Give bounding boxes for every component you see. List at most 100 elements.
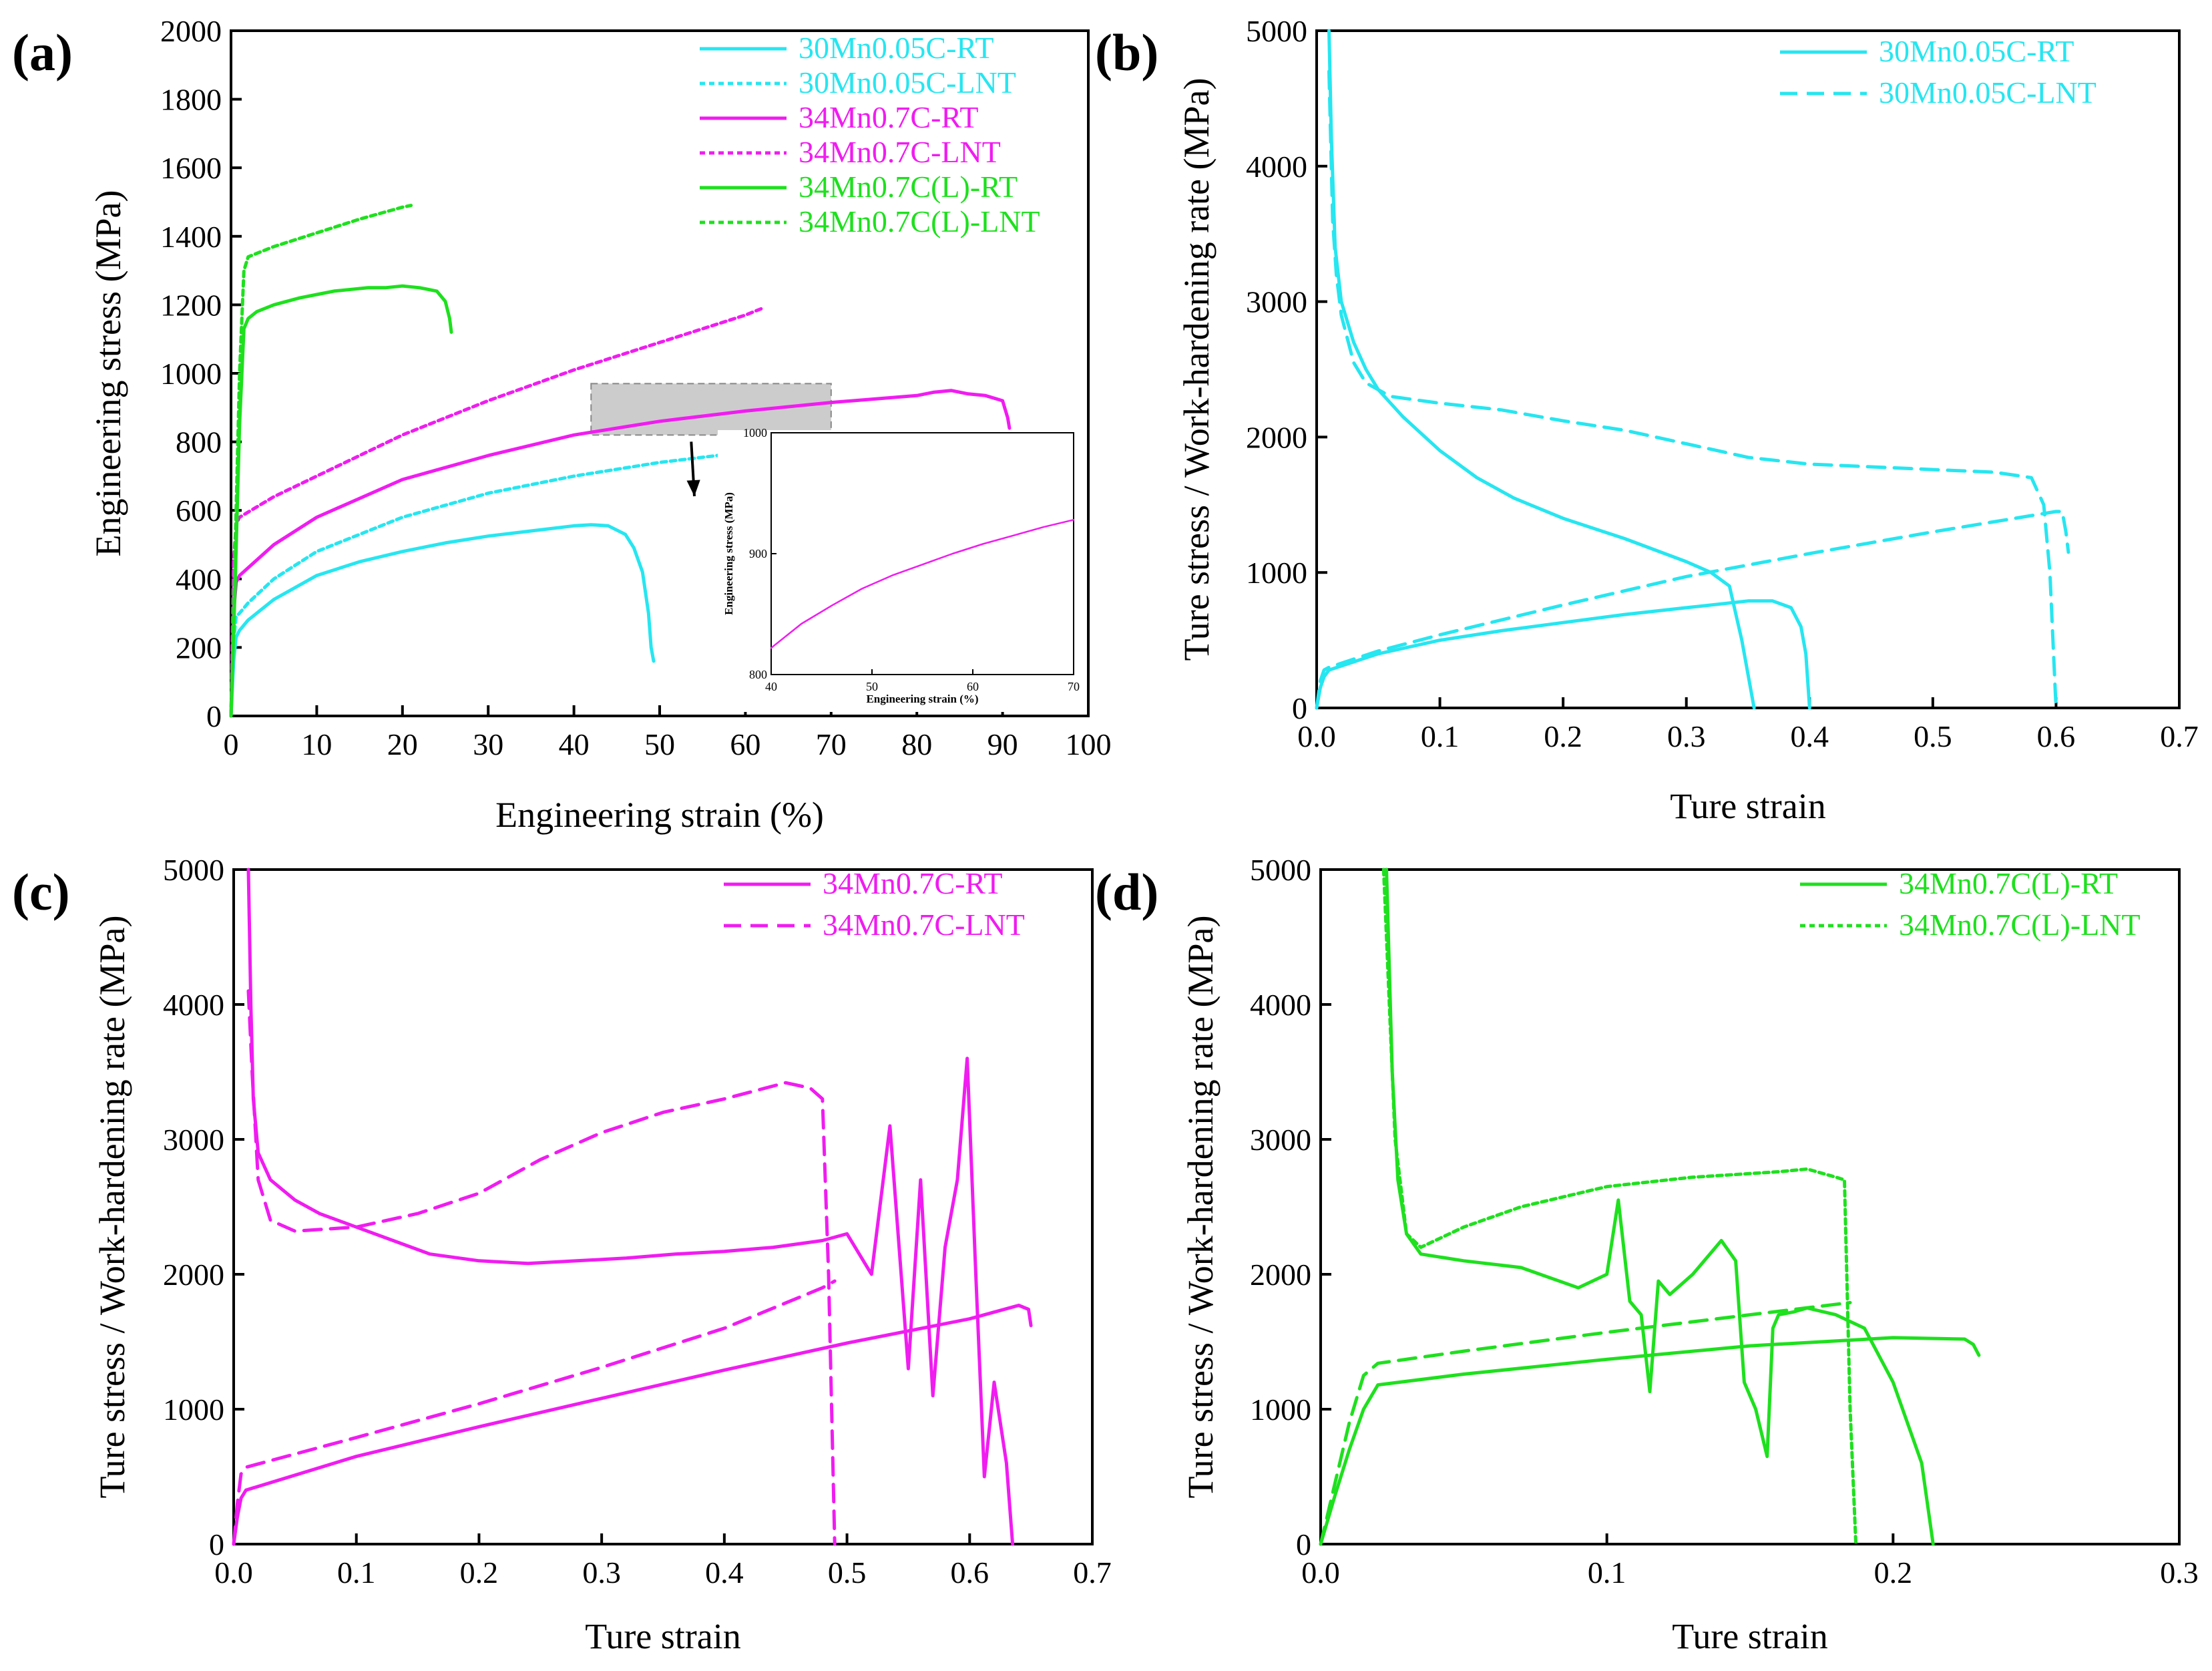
legend-label: 34Mn0.7C-LNT — [799, 135, 1001, 169]
y-tick-label: 2000 — [163, 1258, 224, 1292]
x-axis-title: Engineering strain (%) — [495, 795, 824, 835]
series-line-34mn0-7c-rt — [229, 389, 1012, 718]
x-tick-label: 80 — [901, 727, 932, 761]
series-line-34mn0-7c-l-rt — [229, 284, 453, 718]
x-tick-label: 0.3 — [582, 1555, 621, 1590]
x-tick-label: 0.4 — [705, 1555, 744, 1590]
x-tick-label: 0.2 — [1874, 1555, 1913, 1590]
panel-d-axes: 0.0 0.1 0.2 0.3 0 1000 2000 3000 4000 5000 — [1250, 853, 2199, 1590]
x-tick-label: 0.3 — [1667, 719, 1706, 753]
y-tick-label: 600 — [176, 494, 222, 528]
series-line-30mn0-05c-rt — [1327, 29, 1756, 710]
legend-label: 30Mn0.05C-RT — [799, 31, 993, 65]
x-tick-label: 70 — [816, 727, 847, 761]
x-axis-title: Ture strain — [585, 1616, 741, 1656]
series-line-34mn0-7c-l-rt — [1385, 868, 1935, 1546]
x-tick-label: 50 — [644, 727, 675, 761]
x-tick-label: 90 — [987, 727, 1018, 761]
legend-label: 34Mn0.7C(L)-LNT — [1899, 908, 2141, 942]
y-tick-label: 800 — [749, 668, 767, 681]
legend-label: 34Mn0.7C-LNT — [823, 908, 1025, 942]
panel-a-axes: 0 10 20 30 40 50 60 70 80 90 100020040060080010001… — [160, 14, 1112, 761]
x-tick-label: 0.7 — [1073, 1555, 1112, 1590]
y-tick-label: 200 — [176, 630, 222, 665]
x-tick-label: 40 — [559, 727, 590, 761]
panel-b-axes: 0.0 0.1 0.2 0.3 0.4 0.5 0.6 0.7 0 1000 2000 3000 400… — [1246, 14, 2199, 753]
x-tick-label: 10 — [301, 727, 332, 761]
legend-label: 30Mn0.05C-LNT — [799, 65, 1016, 100]
y-tick-label: 1000 — [1250, 1392, 1311, 1427]
x-tick-label: 60 — [730, 727, 760, 761]
series-line-34mn0-7c-l-lnt — [229, 204, 413, 718]
series-line-34mn0-7c-lnt-true-stress — [232, 1279, 837, 1546]
y-tick-label: 1600 — [160, 151, 222, 185]
y-axis-title: Ture stress / Work-hardening rate (MPa) — [1180, 916, 1221, 1499]
legend-a: 30Mn0.05C-RT30Mn0.05C-LNT34Mn0.7C-RT34Mn… — [700, 31, 1040, 238]
legend-label: 34Mn0.7C-RT — [799, 100, 978, 134]
legend-label: 34Mn0.7C(L)-LNT — [799, 204, 1040, 238]
y-tick-label: 1000 — [163, 1392, 224, 1427]
series-line-34mn0-7c-rt — [770, 519, 1075, 649]
y-axis-title: Engineering stress (MPa) — [88, 190, 128, 557]
series-line-34mn0-7c-rt-true-stress — [232, 1304, 1033, 1546]
y-tick-label: 400 — [176, 562, 222, 596]
x-tick-label: 0.1 — [1421, 719, 1460, 753]
panel-c-frame — [232, 868, 1094, 1545]
y-tick-label: 1000 — [743, 426, 767, 439]
y-tick-label: 800 — [176, 425, 222, 459]
legend-label: 34Mn0.7C-RT — [823, 866, 1002, 900]
y-tick-label: 1800 — [160, 83, 222, 117]
legend-b: 30Mn0.05C-RT 30Mn0.05C-LNT — [1780, 34, 2096, 110]
series-line-30mn0-05c-rt-true-stress — [1315, 599, 1811, 710]
x-tick-label: 0.7 — [2160, 719, 2199, 753]
inset-y-axis-title: Engineering stress (MPa) — [722, 492, 735, 615]
x-tick-label: 0.0 — [214, 1555, 253, 1590]
series-line-34mn0-7c-lnt — [229, 307, 764, 718]
y-tick-label: 3000 — [1246, 285, 1307, 319]
series-line-34mn0-7c-lnt — [246, 989, 837, 1546]
legend-label: 34Mn0.7C(L)-RT — [1899, 866, 2118, 900]
y-tick-label: 3000 — [163, 1123, 224, 1157]
y-tick-label: 5000 — [163, 853, 224, 887]
series-line-34mn0-7c-rt — [246, 868, 1015, 1546]
panel-label: (d) — [1095, 863, 1158, 921]
panel-a-inset-axes: 40 50 60 70 800 900 1000 — [743, 426, 1080, 693]
panel-label: (c) — [12, 863, 70, 921]
x-tick-label: 40 — [765, 680, 777, 693]
y-tick-label: 1000 — [1246, 556, 1307, 590]
y-tick-label: 3000 — [1250, 1123, 1311, 1157]
legend-label: 30Mn0.05C-LNT — [1879, 75, 2096, 110]
series-line-34mn0-7c-l-rt-true-stress — [1319, 1336, 1981, 1546]
x-tick-label: 0.1 — [337, 1555, 376, 1590]
y-tick-label: 1000 — [160, 357, 222, 391]
x-tick-label: 0.6 — [2037, 719, 2076, 753]
panel-label: (b) — [1095, 23, 1158, 81]
series-line-30mn0-05c-rt — [229, 523, 656, 718]
x-tick-label: 20 — [387, 727, 418, 761]
y-tick-label: 5000 — [1246, 14, 1307, 48]
panel-c-axes: 0.0 0.1 0.2 0.3 0.4 0.5 0.6 0.7 0 1000 2000 3000 400… — [163, 853, 1112, 1590]
panel-b-frame — [1315, 29, 2181, 709]
y-tick-label: 5000 — [1250, 853, 1311, 887]
series-line-34mn0-7c-l-lnt — [1381, 868, 1858, 1546]
y-tick-label: 0 — [1296, 1527, 1311, 1561]
x-tick-label: 0.4 — [1791, 719, 1829, 753]
y-tick-label: 2000 — [160, 14, 222, 48]
x-tick-label: 70 — [1068, 680, 1080, 693]
zoom-arrow-head — [686, 480, 700, 496]
y-tick-label: 0 — [206, 699, 222, 733]
y-tick-label: 4000 — [163, 988, 224, 1022]
x-tick-label: 0 — [224, 727, 239, 761]
y-tick-label: 2000 — [1250, 1258, 1311, 1292]
x-tick-label: 30 — [473, 727, 503, 761]
y-tick-label: 1400 — [160, 220, 222, 254]
x-tick-label: 0.2 — [460, 1555, 499, 1590]
x-tick-label: 100 — [1066, 727, 1112, 761]
y-axis-title: Ture stress / Work-hardening rate (MPa) — [92, 916, 132, 1499]
x-tick-label: 0.0 — [1301, 1555, 1340, 1590]
legend-label: 34Mn0.7C(L)-RT — [799, 170, 1018, 204]
y-tick-label: 900 — [749, 547, 767, 560]
x-axis-title: Ture strain — [1672, 1616, 1828, 1656]
y-tick-label: 4000 — [1250, 988, 1311, 1022]
